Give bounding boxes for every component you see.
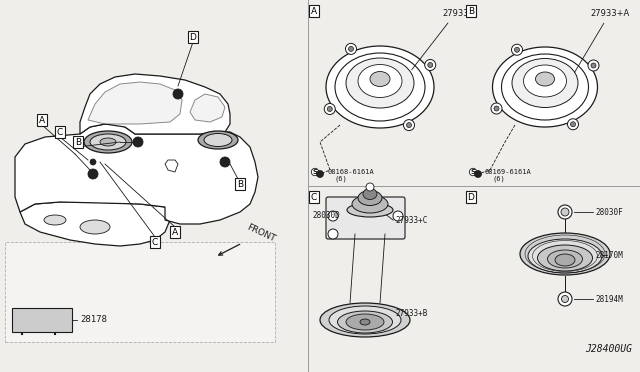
Ellipse shape — [198, 131, 238, 149]
Text: 28030D: 28030D — [312, 211, 340, 219]
Text: 28170M: 28170M — [595, 250, 623, 260]
Circle shape — [346, 44, 356, 54]
Circle shape — [588, 60, 599, 71]
Polygon shape — [190, 94, 225, 122]
Text: S: S — [470, 169, 476, 175]
Circle shape — [511, 44, 522, 55]
Ellipse shape — [363, 189, 377, 199]
Text: C: C — [311, 192, 317, 202]
Text: C: C — [57, 128, 63, 137]
Polygon shape — [20, 202, 170, 246]
Text: 27933: 27933 — [412, 9, 468, 70]
Ellipse shape — [493, 47, 598, 127]
Circle shape — [406, 123, 412, 128]
Text: A: A — [311, 6, 317, 16]
Circle shape — [317, 170, 323, 177]
Ellipse shape — [44, 215, 66, 225]
Polygon shape — [165, 160, 178, 172]
Text: S: S — [312, 169, 317, 175]
Circle shape — [393, 211, 403, 221]
Ellipse shape — [358, 64, 402, 97]
Ellipse shape — [538, 245, 593, 271]
Text: 08169-6161A: 08169-6161A — [485, 169, 532, 175]
Text: B: B — [468, 6, 474, 16]
Circle shape — [324, 103, 335, 115]
Text: A: A — [172, 228, 178, 237]
Circle shape — [403, 120, 415, 131]
Ellipse shape — [524, 65, 566, 97]
Text: 28178: 28178 — [80, 315, 107, 324]
Polygon shape — [88, 82, 182, 124]
Text: FRONT: FRONT — [219, 223, 276, 255]
Bar — [12, 308, 72, 332]
Circle shape — [327, 106, 332, 112]
Ellipse shape — [352, 195, 388, 213]
Ellipse shape — [502, 54, 589, 120]
FancyBboxPatch shape — [326, 197, 405, 239]
Text: A: A — [39, 115, 45, 125]
Ellipse shape — [520, 233, 610, 275]
Text: 27933+C: 27933+C — [395, 215, 428, 224]
Ellipse shape — [80, 220, 110, 234]
Ellipse shape — [347, 203, 393, 217]
Ellipse shape — [84, 131, 132, 153]
Ellipse shape — [512, 58, 578, 108]
Text: 28194M: 28194M — [595, 295, 623, 304]
Circle shape — [558, 205, 572, 219]
Text: D: D — [189, 32, 196, 42]
Ellipse shape — [326, 46, 434, 128]
Text: 27933+A: 27933+A — [575, 9, 629, 73]
Ellipse shape — [335, 53, 425, 121]
Text: B: B — [237, 180, 243, 189]
Text: 27933+B: 27933+B — [395, 310, 428, 318]
Circle shape — [591, 63, 596, 68]
Ellipse shape — [360, 319, 370, 325]
Ellipse shape — [346, 314, 384, 330]
Text: B: B — [75, 138, 81, 147]
Circle shape — [366, 183, 374, 191]
Text: 28030F: 28030F — [595, 208, 623, 217]
Text: J28400UG: J28400UG — [585, 344, 632, 354]
Circle shape — [570, 122, 575, 127]
Text: (6): (6) — [493, 176, 506, 182]
Polygon shape — [80, 74, 230, 134]
Circle shape — [428, 62, 433, 67]
Text: C: C — [152, 237, 158, 247]
Ellipse shape — [90, 134, 126, 150]
Polygon shape — [15, 124, 258, 224]
Circle shape — [173, 89, 183, 99]
Circle shape — [561, 295, 568, 302]
Ellipse shape — [536, 72, 554, 86]
Circle shape — [474, 170, 481, 177]
Ellipse shape — [329, 306, 401, 334]
Circle shape — [425, 60, 436, 71]
Bar — [5, 242, 275, 342]
Circle shape — [568, 119, 579, 130]
Text: D: D — [468, 192, 474, 202]
Ellipse shape — [358, 190, 382, 205]
Text: (6): (6) — [335, 176, 348, 182]
Ellipse shape — [370, 71, 390, 87]
Circle shape — [558, 292, 572, 306]
Circle shape — [515, 47, 520, 52]
Ellipse shape — [204, 134, 232, 147]
Circle shape — [328, 229, 338, 239]
Circle shape — [133, 137, 143, 147]
Circle shape — [90, 159, 96, 165]
Circle shape — [328, 211, 338, 221]
Circle shape — [220, 157, 230, 167]
Text: 08168-6161A: 08168-6161A — [328, 169, 375, 175]
Circle shape — [494, 106, 499, 111]
Ellipse shape — [100, 138, 116, 146]
Ellipse shape — [528, 239, 602, 273]
Circle shape — [491, 103, 502, 114]
Ellipse shape — [337, 311, 392, 333]
Ellipse shape — [346, 58, 414, 108]
Circle shape — [88, 169, 98, 179]
Ellipse shape — [547, 250, 582, 268]
Ellipse shape — [320, 303, 410, 337]
Circle shape — [561, 208, 569, 216]
Ellipse shape — [555, 254, 575, 266]
Circle shape — [349, 46, 353, 51]
